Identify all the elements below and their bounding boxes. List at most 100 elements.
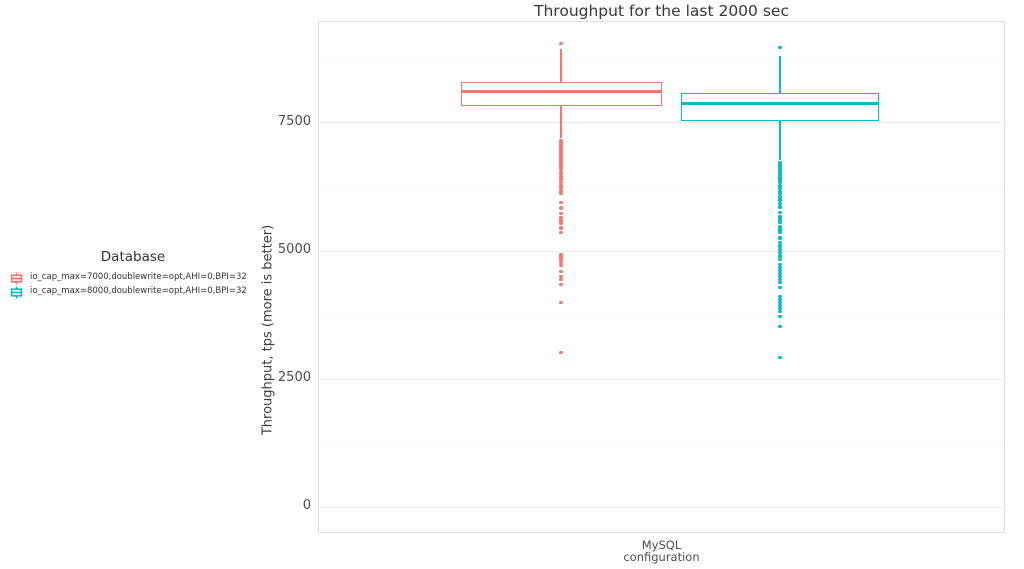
boxplot-outlier-point	[778, 46, 782, 50]
boxplot-lower-whisker	[560, 105, 562, 139]
chart-title: Throughput for the last 2000 sec	[534, 2, 789, 20]
boxplot-outlier-point	[559, 154, 563, 158]
boxplot-lower-whisker	[779, 121, 781, 161]
legend-item-label: io_cap_max=8000,doublewrite=opt,AHI=0,BP…	[30, 285, 247, 296]
gridline-minor	[319, 442, 1004, 444]
boxplot-outlier-point	[778, 272, 782, 276]
boxplot-outlier-point	[559, 211, 563, 215]
boxplot-outlier-point	[559, 219, 563, 223]
boxplot-outlier-point	[778, 315, 782, 319]
boxplot-outlier-point	[778, 160, 782, 164]
boxplot-outlier-point	[559, 264, 563, 268]
boxplot-outlier-point	[778, 275, 782, 279]
boxplot-key-icon	[10, 270, 23, 285]
boxplot-outlier-point	[559, 191, 563, 195]
boxplot-outlier-point	[778, 244, 782, 248]
boxplot-outlier-point	[559, 261, 563, 265]
boxplot-outlier-point	[559, 144, 563, 148]
boxplot-outlier-point	[559, 148, 563, 152]
boxplot-outlier-point	[559, 180, 563, 184]
boxplot-outlier-point	[778, 186, 782, 190]
boxplot-outlier-point	[559, 146, 563, 150]
boxplot-outlier-point	[559, 174, 563, 178]
boxplot-outlier-point	[778, 236, 782, 240]
boxplot-outlier-point	[778, 189, 782, 193]
boxplot-outlier-point	[559, 150, 563, 154]
boxplot-outlier-point	[559, 226, 563, 230]
boxplot-outlier-point	[559, 189, 563, 193]
boxplot-outlier-point	[778, 298, 782, 302]
boxplot-outlier-point	[778, 164, 782, 168]
boxplot-outlier-point	[778, 286, 782, 290]
boxplot-upper-whisker	[560, 48, 562, 82]
gridline-major	[319, 506, 1004, 508]
boxplot-box	[681, 92, 879, 122]
gridline-minor	[319, 186, 1004, 188]
boxplot-outlier-point	[778, 178, 782, 182]
boxplot-outlier-point	[559, 160, 563, 164]
boxplot-outlier-point	[559, 300, 563, 305]
boxplot-outlier-point	[559, 169, 563, 173]
boxplot-outlier-point	[778, 218, 782, 222]
y-tick-label: 2500	[277, 370, 311, 386]
boxplot-outlier-point	[778, 278, 782, 282]
boxplot-outlier-point	[778, 228, 782, 232]
legend-item: io_cap_max=7000,doublewrite=opt,AHI=0,BP…	[2, 270, 264, 285]
boxplot-median-line	[681, 102, 879, 106]
gridline-minor	[319, 314, 1004, 316]
boxplot-outlier-point	[778, 241, 782, 245]
boxplot-outlier-point	[778, 254, 782, 258]
boxplot-outlier-point	[559, 186, 563, 190]
plot-panel	[318, 21, 1005, 533]
boxplot-outlier-point	[778, 304, 782, 308]
x-axis-tick-label-line: MySQL	[641, 538, 682, 552]
boxplot-outlier-point	[778, 231, 782, 235]
boxplot-key-icon	[10, 284, 23, 299]
gridline-major	[319, 378, 1004, 380]
boxplot-outlier-point	[559, 183, 563, 187]
boxplot-outlier-point	[559, 231, 563, 235]
x-axis-tick-label-line: configuration	[623, 550, 700, 564]
boxplot-outlier-point	[778, 205, 782, 209]
boxplot-outlier-point	[559, 206, 563, 210]
boxplot-outlier-point	[778, 168, 782, 172]
x-axis-tick-label: MySQL configuration	[318, 539, 1005, 563]
boxplot-outlier-point	[778, 263, 782, 267]
boxplot-outlier-point	[778, 307, 782, 311]
boxplot-outlier-point	[778, 251, 782, 255]
boxplot-outlier-point	[778, 201, 782, 205]
boxplot-outlier-point	[559, 270, 563, 274]
boxplot-outlier-point	[778, 183, 782, 187]
boxplot-outlier-point	[778, 198, 782, 202]
boxplot-outlier-point	[778, 166, 782, 170]
boxplot-outlier-point	[778, 258, 782, 262]
boxplot-outlier-point	[559, 41, 563, 45]
boxplot-outlier-point	[559, 177, 563, 181]
y-tick-label: 0	[302, 498, 311, 514]
legend-items: io_cap_max=7000,doublewrite=opt,AHI=0,BP…	[2, 270, 264, 299]
legend-item-label: io_cap_max=7000,doublewrite=opt,AHI=0,BP…	[30, 271, 247, 282]
boxplot-median-line	[460, 90, 662, 94]
boxplot-outlier-point	[778, 248, 782, 252]
boxplot-outlier-point	[778, 195, 782, 199]
y-axis-title: Throughput, tps (more is better)	[260, 224, 276, 436]
boxplot-outlier-point	[559, 258, 563, 262]
boxplot-outlier-point	[778, 180, 782, 184]
boxplot-upper-whisker	[779, 55, 781, 93]
boxplot-outlier-point	[559, 138, 563, 142]
boxplot-outlier-point	[778, 269, 782, 273]
boxplot-outlier-point	[559, 158, 563, 162]
boxplot-outlier-point	[778, 210, 782, 214]
boxplot-outlier-point	[559, 283, 563, 287]
boxplot-outlier-point	[559, 140, 563, 145]
boxplot-outlier-point	[559, 152, 563, 156]
legend-title: Database	[100, 249, 166, 265]
boxplot-outlier-point	[778, 170, 782, 174]
boxplot-outlier-point	[778, 281, 782, 285]
boxplot-outlier-point	[559, 278, 563, 282]
boxplot-outlier-point	[778, 215, 782, 219]
boxplot-outlier-point	[559, 166, 563, 170]
boxplot-outlier-point	[778, 225, 782, 229]
boxplot-outlier-point	[778, 172, 782, 176]
